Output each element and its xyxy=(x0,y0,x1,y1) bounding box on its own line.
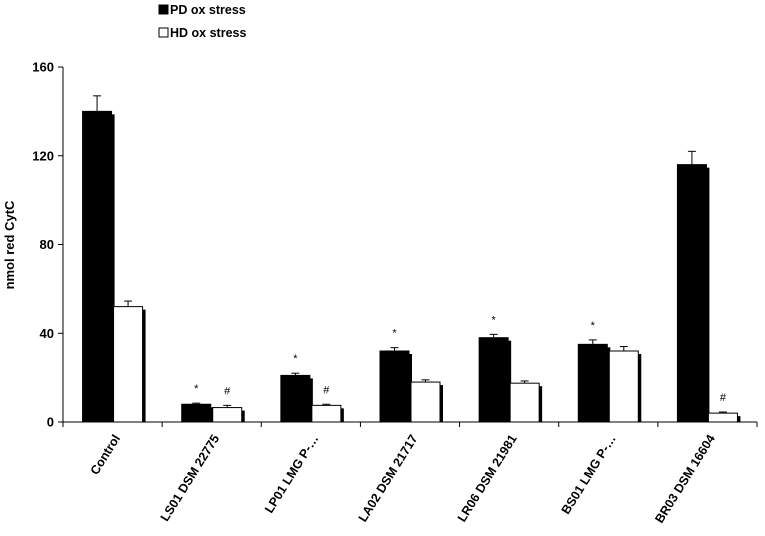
significance-mark: * xyxy=(492,314,497,326)
bar-pd xyxy=(577,343,608,423)
y-tick-label: 160 xyxy=(32,60,54,75)
legend-swatch-pd xyxy=(158,4,169,15)
bar-pd xyxy=(181,403,212,423)
bar-hd xyxy=(509,382,540,423)
y-tick-label: 40 xyxy=(40,326,54,341)
bar-pd xyxy=(676,164,707,423)
plot-area: 0 40 80 120 160 Control * # LS01 DSM 22775 * # LP01… xyxy=(32,60,758,526)
y-tick-label: 120 xyxy=(32,148,54,163)
category-label: BS01 LMG P-… xyxy=(559,432,619,517)
legend: PD ox stress HD ox stress xyxy=(158,3,246,40)
legend-swatch-hd xyxy=(158,27,169,38)
y-tick-label: 80 xyxy=(40,237,54,252)
significance-mark: # xyxy=(323,384,330,396)
significance-mark: # xyxy=(720,392,727,404)
category-label: Control xyxy=(88,432,123,477)
bar-pd xyxy=(82,110,113,423)
bar-hd xyxy=(212,407,243,423)
y-tick-label: 0 xyxy=(47,415,54,430)
significance-mark: * xyxy=(591,320,596,332)
significance-mark: * xyxy=(392,328,397,340)
category-label: LS01 DSM 22775 xyxy=(158,432,223,524)
significance-mark: # xyxy=(224,385,231,397)
bar-pd xyxy=(379,350,410,423)
y-axis-title: nmol red CytC xyxy=(2,200,17,289)
bar-hd xyxy=(311,404,342,423)
bar-hd xyxy=(608,350,639,423)
bar-pd xyxy=(280,374,311,423)
category-label: LP01 LMG P-… xyxy=(262,432,321,515)
category-label: BR03 DSM 16604 xyxy=(652,432,718,525)
legend-label-hd: HD ox stress xyxy=(170,26,246,40)
significance-mark: * xyxy=(293,353,298,365)
bar-hd xyxy=(113,306,144,423)
bar-hd xyxy=(410,381,441,423)
legend-label-pd: PD ox stress xyxy=(170,3,246,17)
category-label: LR06 DSM 21981 xyxy=(455,432,520,524)
bar-pd xyxy=(478,337,509,423)
significance-mark: * xyxy=(194,383,199,395)
category-label: LA02 DSM 21717 xyxy=(356,432,421,524)
bar-hd xyxy=(707,412,738,423)
